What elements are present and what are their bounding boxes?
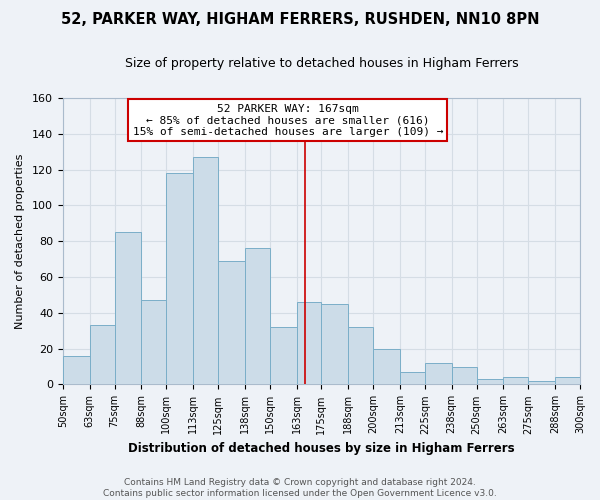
- Bar: [142, 300, 166, 384]
- Bar: [296, 302, 322, 384]
- Bar: [218, 261, 245, 384]
- Bar: [115, 232, 142, 384]
- Text: 52, PARKER WAY, HIGHAM FERRERS, RUSHDEN, NN10 8PN: 52, PARKER WAY, HIGHAM FERRERS, RUSHDEN,…: [61, 12, 539, 28]
- Text: Contains HM Land Registry data © Crown copyright and database right 2024.
Contai: Contains HM Land Registry data © Crown c…: [103, 478, 497, 498]
- Y-axis label: Number of detached properties: Number of detached properties: [15, 154, 25, 329]
- Bar: [373, 348, 400, 384]
- Text: 52 PARKER WAY: 167sqm
← 85% of detached houses are smaller (616)
15% of semi-det: 52 PARKER WAY: 167sqm ← 85% of detached …: [133, 104, 443, 137]
- X-axis label: Distribution of detached houses by size in Higham Ferrers: Distribution of detached houses by size …: [128, 442, 515, 455]
- Bar: [425, 363, 452, 384]
- Bar: [193, 157, 218, 384]
- Bar: [528, 381, 555, 384]
- Bar: [452, 366, 476, 384]
- Title: Size of property relative to detached houses in Higham Ferrers: Size of property relative to detached ho…: [125, 58, 518, 70]
- Bar: [245, 248, 269, 384]
- Bar: [89, 326, 115, 384]
- Bar: [555, 378, 580, 384]
- Bar: [400, 372, 425, 384]
- Bar: [269, 327, 296, 384]
- Bar: [476, 379, 503, 384]
- Bar: [503, 378, 528, 384]
- Bar: [63, 356, 89, 384]
- Bar: [348, 327, 373, 384]
- Bar: [322, 304, 348, 384]
- Bar: [166, 173, 193, 384]
